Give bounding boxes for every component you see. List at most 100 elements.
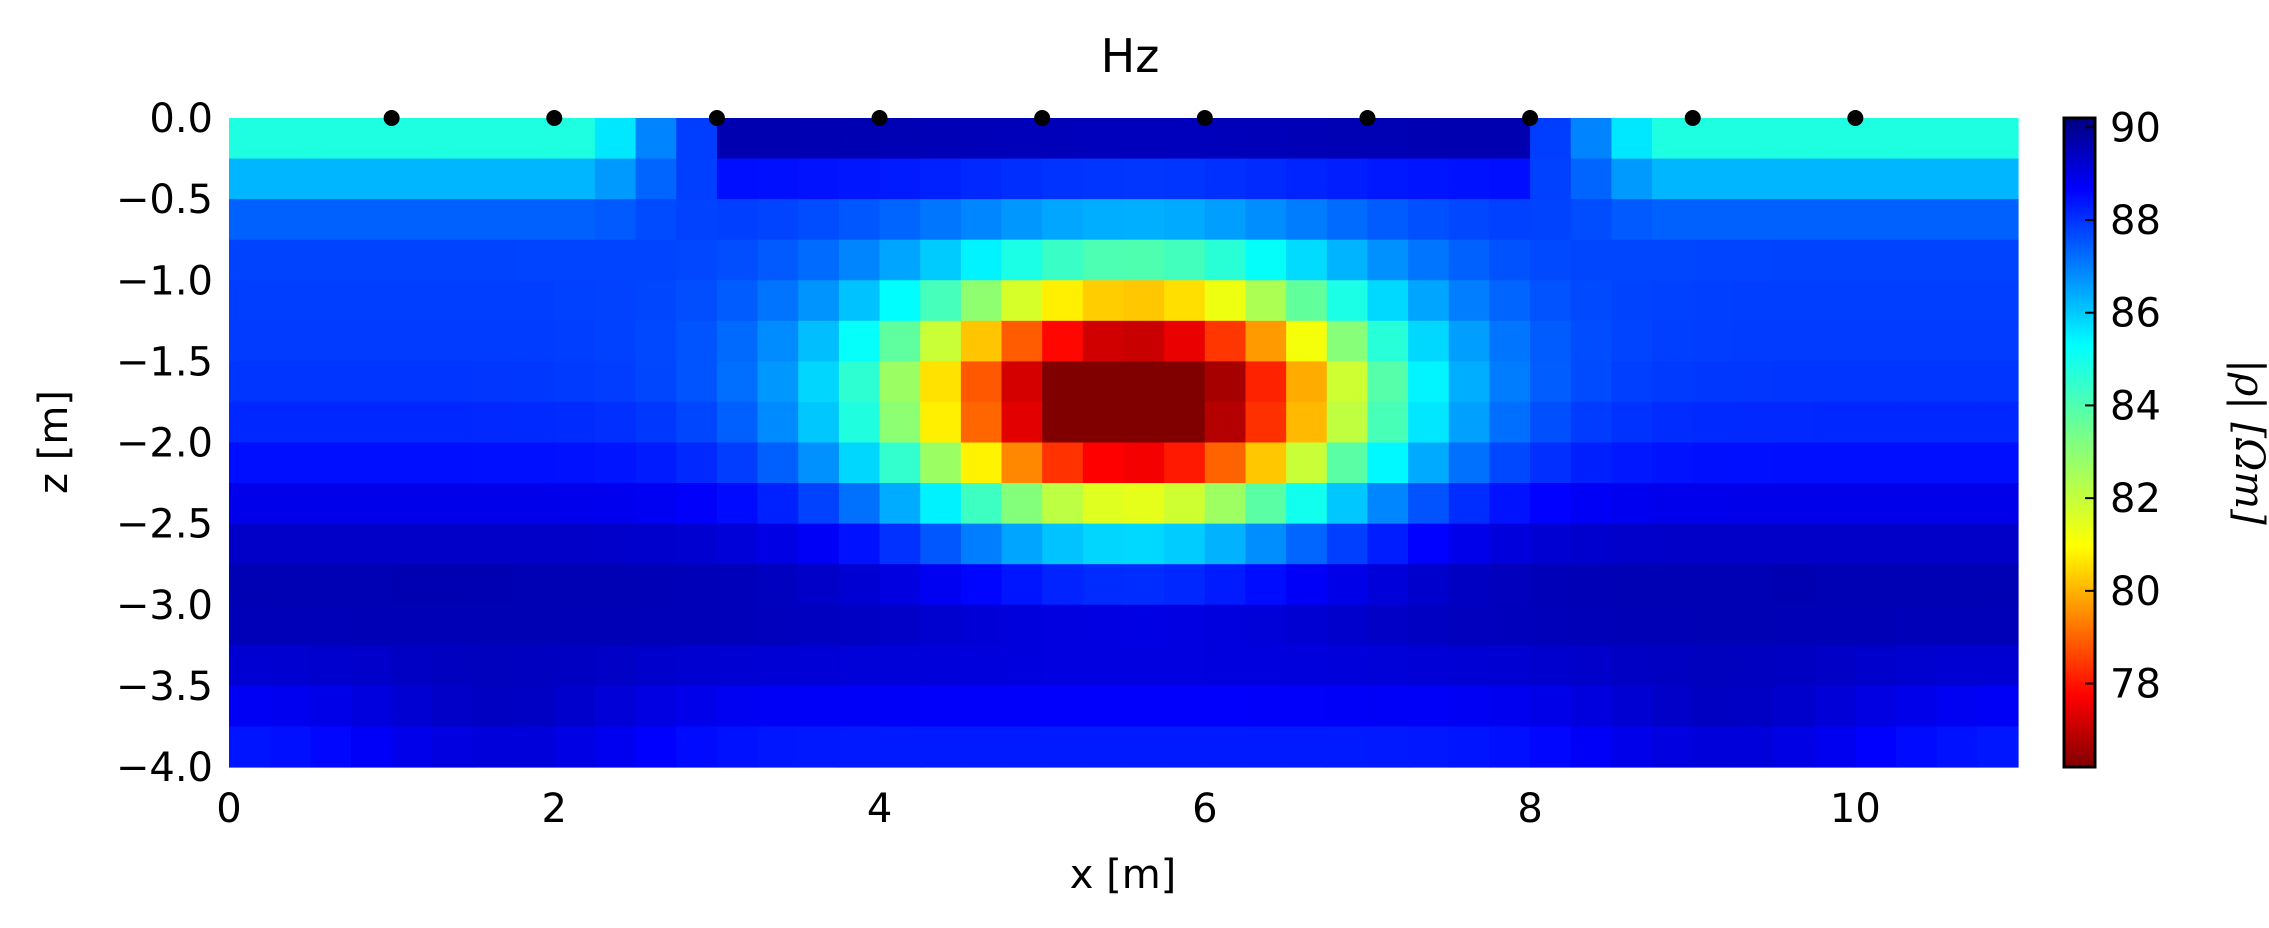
heatmap-cell <box>1570 523 1613 565</box>
heatmap-cell <box>1286 604 1328 646</box>
heatmap-cell <box>798 442 840 484</box>
heatmap-cell <box>920 401 962 444</box>
heatmap-cell <box>1082 564 1125 606</box>
heatmap-cell <box>1814 158 1856 200</box>
heatmap-cell <box>513 158 555 200</box>
heatmap-cell <box>716 199 759 241</box>
heatmap-cell <box>1204 523 1247 565</box>
heatmap-cell <box>513 523 555 565</box>
heatmap-cell <box>1082 118 1125 160</box>
heatmap-cell <box>1936 645 1978 687</box>
heatmap-cell <box>1936 685 1978 728</box>
heatmap-cell <box>1082 320 1125 362</box>
heatmap-cell <box>757 442 799 484</box>
heatmap-cell <box>1896 118 1938 160</box>
heatmap-cell <box>1936 280 1978 322</box>
heatmap-cell <box>432 604 474 646</box>
heatmap-cell <box>1204 685 1247 728</box>
heatmap-cell <box>350 645 393 687</box>
heatmap-cell <box>1611 199 1653 241</box>
heatmap-cell <box>472 158 515 200</box>
heatmap-cell <box>1896 685 1938 728</box>
heatmap-cell <box>310 118 352 160</box>
heatmap-cell <box>1164 280 1206 322</box>
heatmap-cell <box>594 320 637 362</box>
heatmap-cell <box>269 564 311 606</box>
heatmap-cell <box>1286 320 1328 362</box>
electrode-marker <box>1359 110 1376 126</box>
heatmap-cell <box>1774 118 1816 160</box>
heatmap-cell <box>1001 645 1043 687</box>
heatmap-cell <box>269 604 311 646</box>
heatmap-cell <box>1245 726 1287 768</box>
heatmap-cell <box>432 320 474 362</box>
heatmap-cell <box>1489 320 1531 362</box>
heatmap-cell <box>635 361 677 403</box>
heatmap-cell <box>310 483 352 525</box>
heatmap-cell <box>716 564 759 606</box>
heatmap-cell <box>1652 320 1694 362</box>
heatmap-cell <box>676 604 718 646</box>
heatmap-cell <box>350 685 393 728</box>
heatmap-cell <box>269 483 311 525</box>
heatmap-cell <box>1042 361 1084 403</box>
heatmap-cell <box>1367 280 1409 322</box>
heatmap-cell <box>1448 158 1491 200</box>
x-axis-label: x [m] <box>1070 852 1177 898</box>
heatmap-cell <box>1570 442 1613 484</box>
y-tick-label: −4.0 <box>116 745 213 791</box>
heatmap-cell <box>879 442 921 484</box>
heatmap-cell <box>1448 442 1491 484</box>
heatmap-cell <box>635 726 677 768</box>
heatmap-cell <box>513 604 555 646</box>
heatmap-cell <box>554 239 596 281</box>
heatmap-cell <box>716 401 759 444</box>
heatmap-cell <box>757 726 799 768</box>
heatmap-cell <box>554 523 596 565</box>
heatmap-cell <box>1774 726 1816 768</box>
heatmap-cell <box>1733 199 1775 241</box>
heatmap-cell <box>1489 726 1531 768</box>
heatmap-cell <box>1326 523 1369 565</box>
heatmap-cell <box>1326 483 1369 525</box>
heatmap-cell <box>1774 483 1816 525</box>
heatmap-cell <box>1570 685 1613 728</box>
heatmap-cell <box>1164 239 1206 281</box>
heatmap-cell <box>1123 401 1165 444</box>
heatmap-cell <box>1896 320 1938 362</box>
heatmap-cell <box>1936 604 1978 646</box>
heatmap-cell <box>1245 199 1287 241</box>
heatmap-cell <box>798 199 840 241</box>
heatmap-cell <box>594 199 637 241</box>
heatmap-cell <box>1042 726 1084 768</box>
heatmap-cell <box>1245 685 1287 728</box>
heatmap-cell <box>838 401 881 444</box>
heatmap-cell <box>1326 604 1369 646</box>
heatmap-cell <box>1652 199 1694 241</box>
heatmap-cell <box>350 361 393 403</box>
heatmap-cell <box>391 442 433 484</box>
heatmap-cell <box>1001 280 1043 322</box>
heatmap-cell <box>1367 320 1409 362</box>
heatmap-cell <box>1611 361 1653 403</box>
heatmap-cell <box>310 726 352 768</box>
heatmap-cell <box>1611 158 1653 200</box>
heatmap-cell <box>1367 239 1409 281</box>
heatmap-cell <box>391 199 433 241</box>
heatmap-cell <box>1489 564 1531 606</box>
heatmap-cell <box>1530 361 1572 403</box>
heatmap-cell <box>1611 401 1653 444</box>
heatmap-cell <box>1652 483 1694 525</box>
heatmap-cell <box>1123 199 1165 241</box>
heatmap-cell <box>432 401 474 444</box>
heatmap-cell <box>879 604 921 646</box>
heatmap-cell <box>1042 564 1084 606</box>
heatmap-cell <box>310 645 352 687</box>
heatmap-cell <box>1001 118 1043 160</box>
heatmap-cell <box>472 726 515 768</box>
heatmap-cell <box>513 280 555 322</box>
heatmap-cell <box>1245 320 1287 362</box>
heatmap-cell <box>960 320 1003 362</box>
x-tick-label: 0 <box>216 786 241 832</box>
heatmap-cell <box>1977 239 2019 281</box>
